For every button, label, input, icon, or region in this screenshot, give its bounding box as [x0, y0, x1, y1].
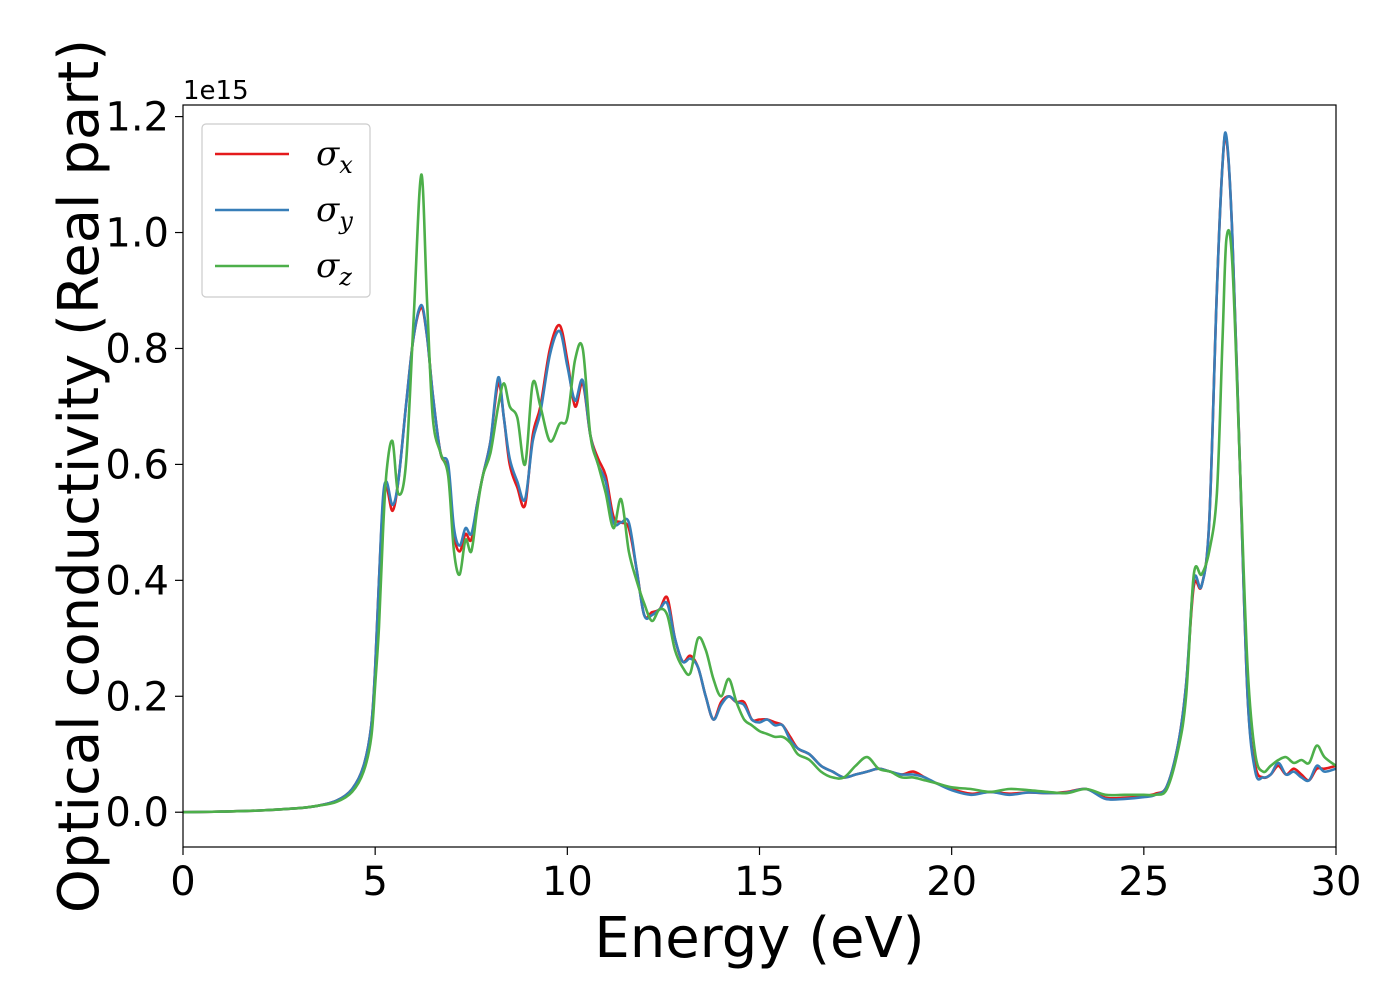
y-tick-label: 0.2 [105, 674, 169, 720]
ticks-layer: 0 5 10 15 20 25 30 0.0 0.2 0.4 0.6 0.8 1.0 1.2 [105, 95, 1361, 905]
y-tick-label: 0.0 [105, 790, 169, 836]
series-line-z [183, 173, 1336, 814]
legend-label-z: σz [316, 246, 352, 291]
y-tick-label: 1.0 [105, 211, 169, 257]
x-tick-label: 20 [926, 859, 977, 905]
legend-label-x: σx [316, 134, 353, 179]
legend-label-y: σy [316, 190, 353, 235]
series-line-y [183, 131, 1336, 814]
x-tick-label: 30 [1311, 859, 1362, 905]
x-tick-label: 0 [170, 859, 195, 905]
y-axis-title: Optical conductivity (Real part) [47, 39, 112, 913]
x-tick-label: 10 [542, 859, 593, 905]
series-layer [183, 131, 1336, 814]
y-tick-label: 1.2 [105, 95, 169, 141]
y-tick-label: 0.6 [105, 442, 169, 488]
x-tick-label: 15 [734, 859, 785, 905]
y-tick-label: 0.8 [105, 326, 169, 372]
x-tick-label: 25 [1118, 859, 1169, 905]
x-axis-title: Energy (eV) [594, 906, 924, 971]
legend: σx σy σz [201, 123, 371, 298]
x-tick-label: 5 [362, 859, 387, 905]
y-tick-label: 0.4 [105, 558, 169, 604]
y-offset-label: 1e15 [183, 76, 249, 106]
